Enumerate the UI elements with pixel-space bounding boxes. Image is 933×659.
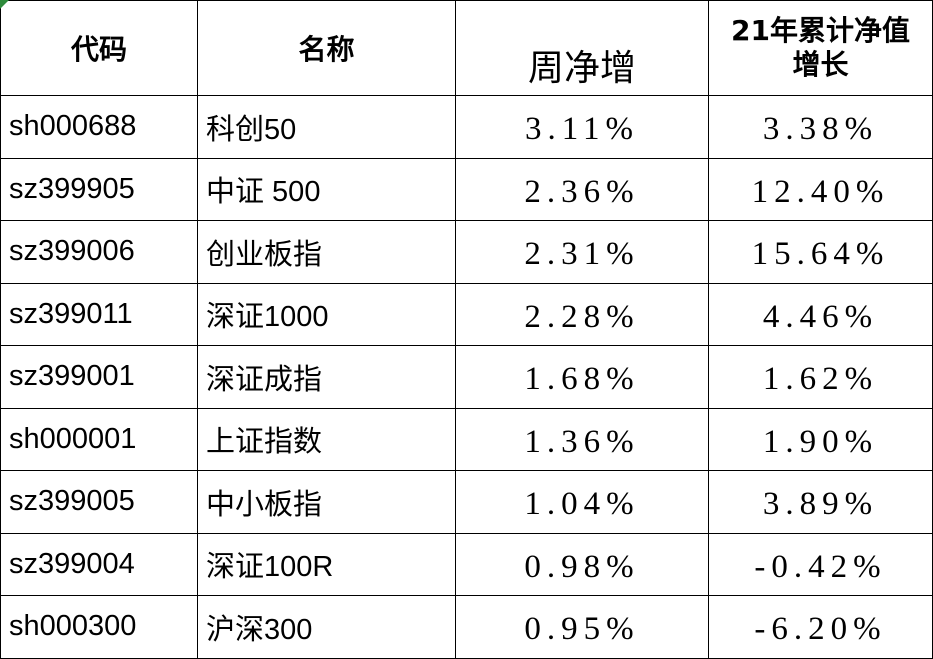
table-cell: 2.28% (455, 282, 709, 346)
table-cell: sz399001 (0, 345, 198, 409)
table-cell: 4.46% (708, 282, 933, 346)
table-row: sz399005 中小板指 1.04% 3.89% (0, 470, 933, 534)
table-cell: 3.11% (455, 95, 709, 159)
table-cell: sz399004 (0, 532, 198, 596)
header-cell: 名称 (197, 0, 456, 96)
table-row: sh000300 沪深300 0.95% -6.20% (0, 595, 933, 659)
table-cell: 3.89% (708, 470, 933, 534)
table-row: sh000688 科创50 3.11% 3.38% (0, 95, 933, 159)
table-cell: 深证成指 (197, 345, 456, 409)
table-cell: 科创50 (197, 95, 456, 159)
header-row: 代码 名称 周净增 21年累计净值增长 (0, 0, 933, 96)
table-row: sz399004 深证100R 0.98% -0.42% (0, 532, 933, 596)
cell-marker (0, 0, 9, 9)
table-row: sh000001 上证指数 1.36% 1.90% (0, 407, 933, 471)
table-cell: 2.36% (455, 157, 709, 221)
table-row: sz399011 深证1000 2.28% 4.46% (0, 282, 933, 346)
table-cell: 1.36% (455, 407, 709, 471)
table-cell: 中证 500 (197, 157, 456, 221)
table-row: sz399905 中证 500 2.36% 12.40% (0, 157, 933, 221)
table-body: sh000688 科创50 3.11% 3.38% sz399905 中证 500 2.36… (0, 95, 933, 659)
header-cell: 周净增 (455, 0, 709, 96)
table-cell: sz399011 (0, 282, 198, 346)
table-cell: 0.98% (455, 532, 709, 596)
table-cell: 1.90% (708, 407, 933, 471)
table-header: 代码 名称 周净增 21年累计净值增长 (0, 0, 933, 96)
table-cell: 深证1000 (197, 282, 456, 346)
table-cell: -0.42% (708, 532, 933, 596)
table-cell: 1.62% (708, 345, 933, 409)
table-cell: 12.40% (708, 157, 933, 221)
table-cell: -6.20% (708, 595, 933, 659)
header-text: 21年累计净值增长 (731, 14, 910, 81)
table-cell: 2.31% (455, 220, 709, 284)
table-cell: sh000688 (0, 95, 198, 159)
table-cell: 创业板指 (197, 220, 456, 284)
table-cell: 上证指数 (197, 407, 456, 471)
header-cell: 21年累计净值增长 (708, 0, 933, 96)
table-cell: 1.68% (455, 345, 709, 409)
table-cell: 中小板指 (197, 470, 456, 534)
table-cell: sz399005 (0, 470, 198, 534)
table-cell: sh000001 (0, 407, 198, 471)
table-cell: sz399905 (0, 157, 198, 221)
table-cell: sh000300 (0, 595, 198, 659)
table-cell: 3.38% (708, 95, 933, 159)
table-cell: sz399006 (0, 220, 198, 284)
table-cell: 深证100R (197, 532, 456, 596)
header-cell: 代码 (0, 0, 198, 96)
table-row: sz399006 创业板指 2.31% 15.64% (0, 220, 933, 284)
table-cell: 15.64% (708, 220, 933, 284)
table-cell: 0.95% (455, 595, 709, 659)
table-cell: 沪深300 (197, 595, 456, 659)
table-row: sz399001 深证成指 1.68% 1.62% (0, 345, 933, 409)
table-cell: 1.04% (455, 470, 709, 534)
